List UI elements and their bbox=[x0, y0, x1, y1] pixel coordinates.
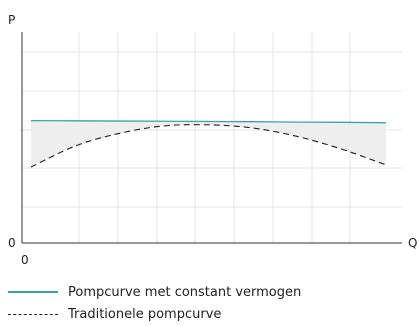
x-axis-label: Q bbox=[408, 236, 417, 250]
x-origin-label: 0 bbox=[21, 253, 29, 267]
legend-label: Pompcurve met constant vermogen bbox=[68, 284, 302, 300]
area-between-curves bbox=[31, 120, 386, 168]
series-line-traditional bbox=[30, 124, 387, 168]
axes bbox=[21, 32, 402, 244]
y-axis-label: P bbox=[8, 13, 15, 27]
series-line-constant-power bbox=[30, 119, 387, 124]
legend-label: Traditionele pompcurve bbox=[68, 306, 222, 322]
legend-swatch-dashed-line bbox=[8, 313, 58, 315]
legend-swatch-solid-line bbox=[8, 291, 58, 293]
y-origin-label: 0 bbox=[8, 236, 16, 250]
legend-item-traditional: Traditionele pompcurve bbox=[8, 304, 408, 324]
legend-item-constant-power: Pompcurve met constant vermogen bbox=[8, 282, 408, 302]
legend: Pompcurve met constant vermogen Traditio… bbox=[8, 282, 408, 326]
